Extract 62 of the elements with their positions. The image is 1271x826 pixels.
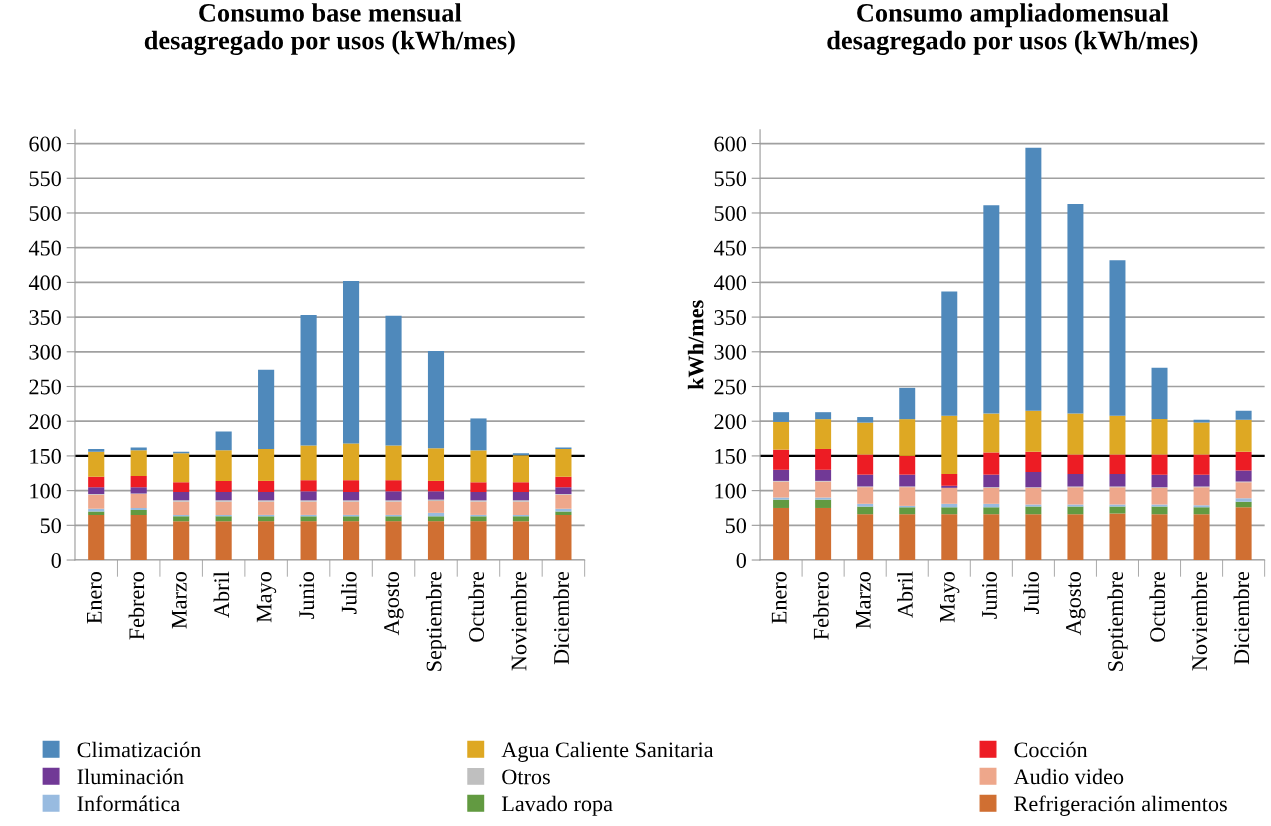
y-tick-label: 150: [30, 448, 61, 464]
y-tick-label: 350: [29, 310, 61, 326]
legend-label: Informática: [77, 795, 180, 812]
y-tick-label: 200: [714, 414, 747, 430]
y-tick-label: 50: [725, 518, 747, 534]
y-tick-label: 250: [29, 379, 61, 395]
y-tick-label: 550: [29, 171, 61, 187]
legend-label: Cocción: [1014, 741, 1088, 758]
y-tick-label: 100: [715, 483, 747, 499]
y-tick-label: 100: [30, 483, 61, 499]
y-tick-label: 400: [28, 275, 61, 291]
x-tick-label: Febrero: [813, 571, 829, 640]
y-tick-label: 350: [714, 310, 747, 326]
x-tick-label: Abril: [897, 571, 913, 618]
x-tick-label: Julio: [340, 571, 357, 614]
chart-title: Consumo ampliadomensual desagregado por usos (kWh/mes): [827, 3, 1198, 55]
y-tick-label: 200: [29, 414, 61, 430]
legend-label: Refrigeración alimentos: [1014, 795, 1227, 816]
x-tick-label: Mayo: [940, 571, 960, 623]
x-tick-label: Mayo: [256, 571, 277, 623]
y-tick-label: 300: [29, 344, 61, 360]
x-tick-label: Noviembre: [510, 571, 527, 671]
x-tick-label: Diciembre: [553, 571, 569, 665]
y-tick-label: 450: [713, 240, 747, 256]
x-tick-label: Abril: [213, 571, 230, 618]
x-tick-label: Septiembre: [1107, 571, 1128, 671]
legend-label: Climatización: [77, 741, 201, 758]
y-tick-label: 0: [736, 552, 747, 568]
x-tick-label: Marzo: [171, 571, 187, 629]
x-tick-label: Junio: [981, 571, 997, 619]
legend-label: Otros: [502, 769, 550, 785]
x-tick-label: Diciembre: [1233, 571, 1250, 665]
x-tick-label: Junio: [299, 571, 315, 619]
legend-label: Iluminación: [77, 768, 184, 785]
x-tick-label: Agosto: [1066, 571, 1086, 636]
y-tick-label: 50: [40, 518, 61, 534]
x-tick-label: Octubre: [1149, 571, 1166, 642]
legend-label: Lavado ropa: [501, 795, 613, 816]
y-tick-label: 300: [714, 344, 747, 360]
legend-label: Agua Caliente Sanitaria: [501, 741, 714, 762]
y-tick-label: 600: [29, 136, 61, 152]
x-tick-label: Septiembre: [425, 571, 447, 671]
x-tick-label: Marzo: [855, 571, 871, 629]
x-tick-label: Agosto: [384, 571, 404, 636]
y-tick-label: 0: [51, 552, 61, 568]
y-tick-label: 150: [715, 448, 747, 464]
x-tick-label: Noviembre: [1191, 571, 1208, 671]
y-tick-label: 400: [713, 275, 747, 291]
legend-label: Audio video: [1013, 768, 1124, 785]
x-tick-label: Enero: [87, 571, 102, 624]
y-tick-label: 550: [714, 171, 747, 187]
x-tick-label: Enero: [771, 571, 787, 624]
y-tick-label: 600: [714, 136, 747, 152]
x-tick-label: Julio: [1023, 571, 1039, 614]
y-axis-title: kWh/mes: [687, 300, 704, 390]
y-tick-label: 500: [714, 205, 747, 221]
x-tick-label: Octubre: [468, 571, 485, 642]
chart-title: Consumo base mensual desagregado por usos (kWh/mes): [144, 3, 515, 55]
y-tick-label: 450: [28, 240, 61, 256]
y-tick-label: 250: [714, 379, 747, 395]
y-tick-label: 500: [29, 205, 61, 221]
x-tick-label: Febrero: [128, 571, 145, 640]
